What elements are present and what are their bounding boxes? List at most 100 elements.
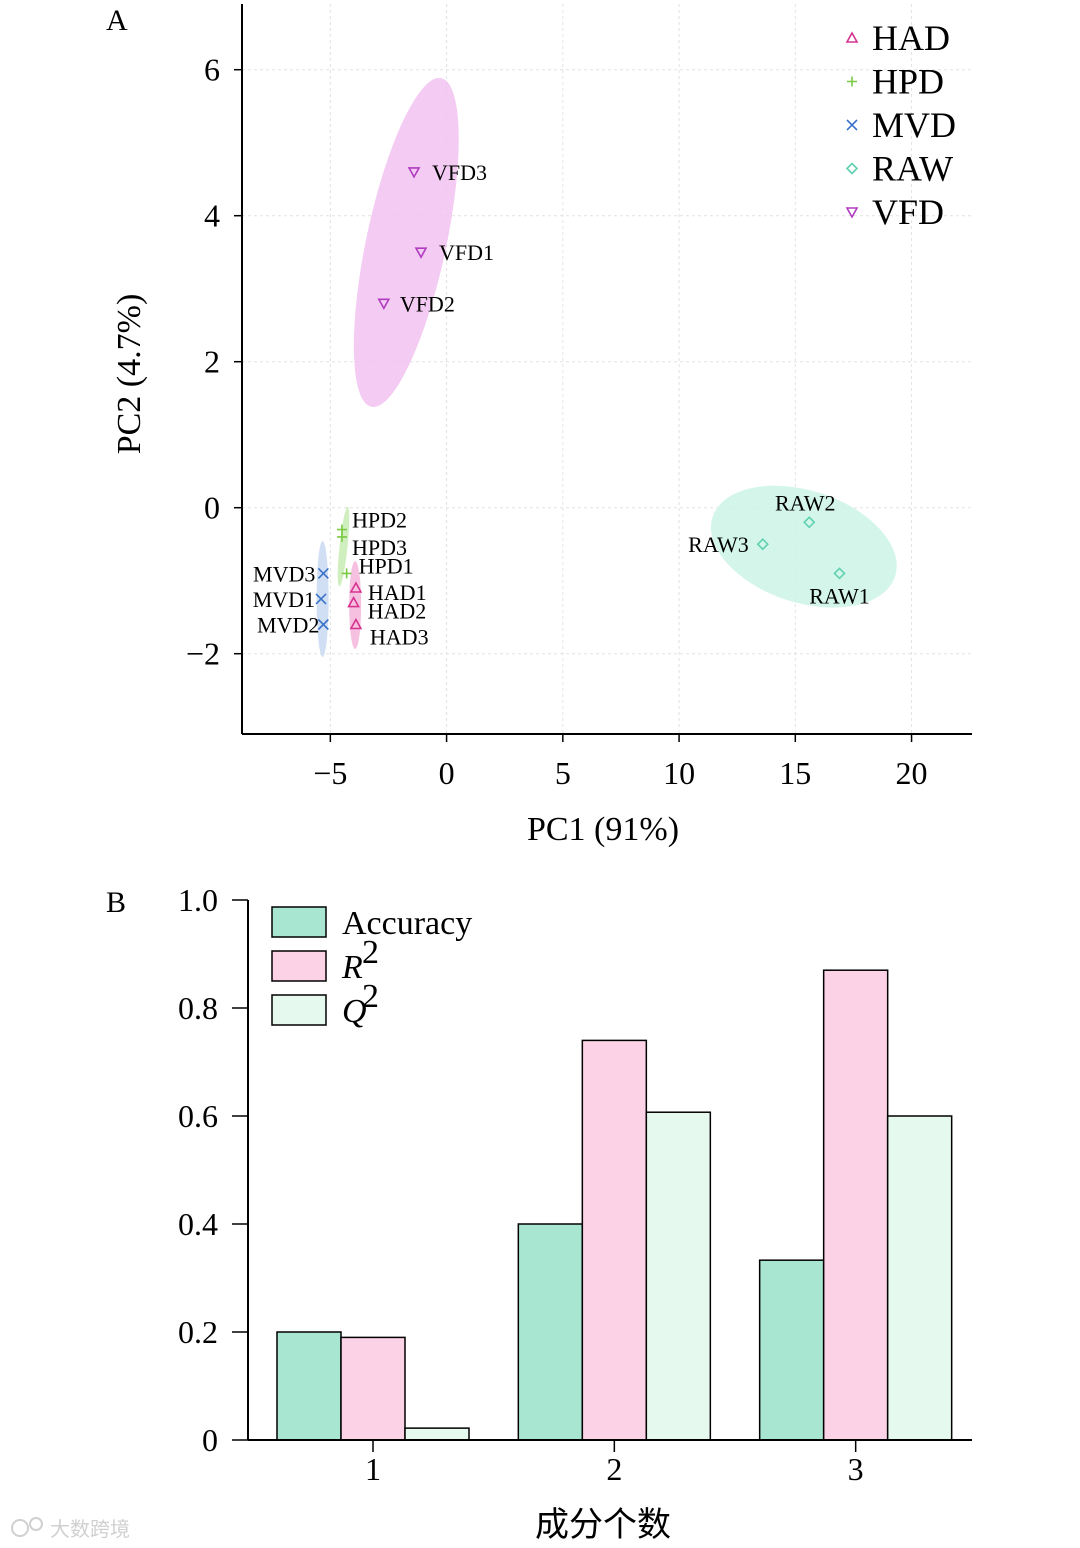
watermark-logo-icon <box>11 1519 29 1537</box>
b-legend-label: Q <box>342 993 367 1030</box>
b-x-tick-label: 2 <box>606 1451 622 1487</box>
a-point-had2 <box>347 595 360 608</box>
b-legend-swatch-q <box>271 994 327 1026</box>
a-point-mvd3 <box>317 567 329 579</box>
watermark-text: 大数跨境 <box>50 1517 130 1541</box>
a-y-tick-label: −2 <box>186 636 220 672</box>
a-point-label: VFD2 <box>400 291 455 316</box>
panel-a-label: A <box>106 4 128 37</box>
panel-b-label: B <box>106 886 126 919</box>
b-bar-accuracy-1 <box>276 1331 342 1441</box>
a-point-label: HAD2 <box>368 599 427 624</box>
a-ellipse-vfd <box>353 77 459 408</box>
a-x-tick-label: −5 <box>313 755 347 791</box>
a-y-tick-label: 6 <box>204 52 220 88</box>
b-legend-label: R <box>341 949 363 986</box>
a-legend-label: HAD <box>872 18 950 58</box>
a-point-label: HAD3 <box>370 625 429 650</box>
a-x-tick-label: 20 <box>896 755 928 791</box>
b-y-tick-label: 0.2 <box>178 1314 218 1350</box>
a-point-label: RAW2 <box>775 490 836 515</box>
a-point-vfd2 <box>377 298 391 310</box>
b-bar-r-2 <box>581 1039 648 1441</box>
a-x-tick-label: 5 <box>555 755 571 791</box>
a-point-label: VFD1 <box>439 240 494 265</box>
b-x-tick-label: 3 <box>848 1451 864 1487</box>
a-point-label: RAW1 <box>809 583 870 608</box>
a-point-vfd1 <box>414 247 428 259</box>
a-x-tick-label: 15 <box>779 755 811 791</box>
a-point-raw3 <box>756 538 769 551</box>
a-point-raw2 <box>803 516 816 529</box>
b-legend-label: Accuracy <box>342 905 472 942</box>
panel-a-x-title: PC1 (91%) <box>527 811 679 848</box>
a-point-label: HAD1 <box>368 580 427 605</box>
a-y-tick-label: 0 <box>204 490 220 526</box>
b-y-tick-label: 0.4 <box>178 1206 218 1242</box>
a-legend-label: VFD <box>872 192 944 232</box>
panel-a-axes <box>241 4 972 735</box>
b-legend-swatch-accuracy <box>271 906 327 938</box>
b-bar-q-1 <box>404 1427 470 1441</box>
a-point-mvd1 <box>315 593 327 605</box>
a-x-tick-label: 0 <box>439 755 455 791</box>
a-legend-marker-mvd <box>846 119 858 131</box>
a-y-tick-label: 2 <box>204 344 220 380</box>
b-y-tick-label: 0.6 <box>178 1098 218 1134</box>
a-point-raw1 <box>833 567 846 580</box>
b-bar-r-3 <box>822 969 889 1441</box>
a-legend-marker-had <box>845 31 859 43</box>
a-legend-label: HPD <box>872 62 944 102</box>
a-point-hpd1 <box>341 568 352 579</box>
b-bar-q-3 <box>886 1115 953 1441</box>
watermark: 大数跨境 <box>11 1517 130 1541</box>
a-point-label: RAW3 <box>688 532 749 557</box>
b-bar-r-1 <box>340 1336 406 1441</box>
a-point-had3 <box>349 617 363 630</box>
b-legend-swatch-r <box>271 950 327 982</box>
a-legend-label: MVD <box>872 105 956 145</box>
panel-b-bars <box>276 969 953 1441</box>
b-bar-accuracy-2 <box>517 1223 584 1441</box>
panel-b-x-title: 成分个数 <box>535 1506 671 1544</box>
a-ellipse-raw <box>710 485 897 608</box>
a-point-hpd3 <box>336 531 347 542</box>
b-legend-superscript: 2 <box>362 978 379 1015</box>
b-legend-superscript: 2 <box>362 934 379 971</box>
panel-a-y-title: PC2 (4.7%) <box>111 294 148 455</box>
panel-b-axes <box>247 900 972 1441</box>
a-point-had1 <box>349 581 363 593</box>
a-legend-label: RAW <box>872 149 953 189</box>
a-point-vfd3 <box>407 167 421 179</box>
a-point-label: HPD1 <box>359 553 414 578</box>
b-y-tick-label: 1.0 <box>178 882 218 918</box>
a-point-mvd2 <box>317 618 329 631</box>
b-y-tick-label: 0 <box>202 1422 218 1458</box>
a-legend-marker-hpd <box>847 76 857 87</box>
a-point-label: MVD2 <box>257 613 319 638</box>
a-point-label: MVD3 <box>253 561 315 586</box>
b-bar-accuracy-3 <box>758 1259 825 1441</box>
a-ellipse-mvd <box>316 540 329 657</box>
b-y-tick-label: 0.8 <box>178 990 218 1026</box>
b-bar-q-2 <box>645 1111 712 1441</box>
a-legend-marker-vfd <box>845 207 859 219</box>
panel-b-ticks: 0 0.2 0.4 0.6 0.8 1.0 1 2 3 <box>178 882 864 1487</box>
a-x-tick-label: 10 <box>663 755 695 791</box>
a-point-label: HPD2 <box>352 508 407 533</box>
a-point-label: MVD1 <box>253 587 315 612</box>
a-point-label: VFD3 <box>432 160 487 185</box>
panel-a-ticks: −5 0 5 10 15 20 −2 0 2 4 6 <box>186 52 928 791</box>
watermark-logo-icon-2 <box>29 1517 43 1531</box>
a-ellipse-hpd <box>337 506 350 587</box>
a-legend-marker-raw <box>845 162 859 175</box>
a-y-tick-label: 4 <box>204 198 220 234</box>
b-x-tick-label: 1 <box>365 1451 381 1487</box>
a-point-label: HPD3 <box>352 535 407 560</box>
